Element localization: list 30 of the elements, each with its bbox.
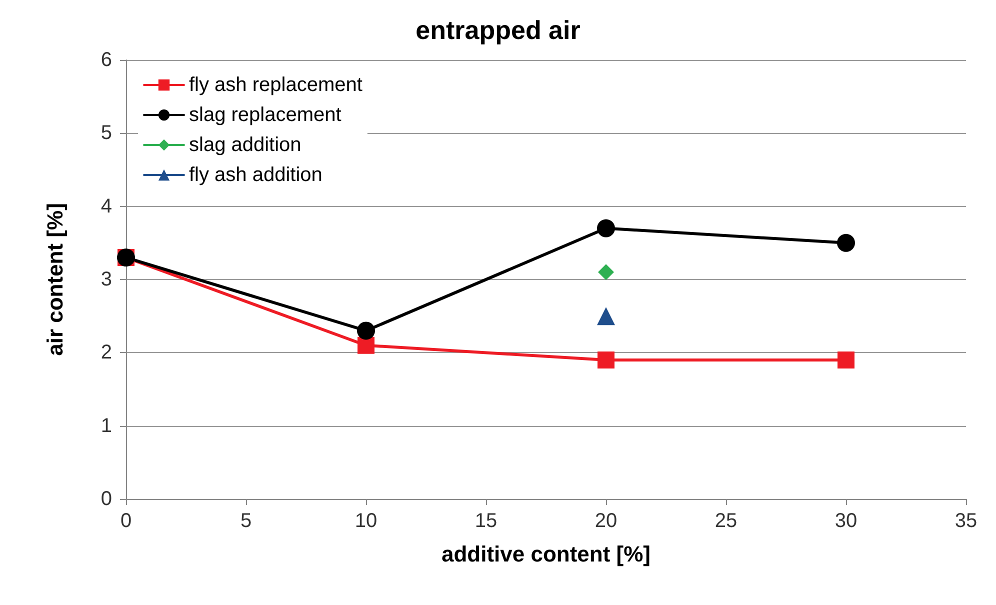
x-tick-label: 0 <box>120 510 132 532</box>
y-axis-title: air content [%] <box>42 203 68 356</box>
x-tick-label: 35 <box>954 510 978 532</box>
point <box>597 307 615 326</box>
chart-title: entrapped air <box>416 15 580 45</box>
y-tick-label: 0 <box>100 488 112 510</box>
legend-label: fly ash addition <box>189 164 322 186</box>
y-tick-label: 6 <box>100 49 112 71</box>
x-tick-label: 25 <box>714 510 738 532</box>
legend-label: slag replacement <box>189 104 342 126</box>
point <box>598 351 614 368</box>
legend-label: slag addition <box>189 134 302 156</box>
y-tick-label: 3 <box>100 268 112 290</box>
x-axis-title: additive content [%] <box>441 542 651 566</box>
y-tick-label: 2 <box>100 342 112 364</box>
x-tick-label: 5 <box>240 510 252 532</box>
point <box>598 264 614 280</box>
x-tick-label: 30 <box>834 510 858 532</box>
point <box>597 219 615 238</box>
y-tick-label: 4 <box>100 195 112 218</box>
x-tick-label: 10 <box>354 510 378 532</box>
point <box>837 234 855 252</box>
x-tick-label: 15 <box>474 510 498 532</box>
point <box>357 322 375 340</box>
y-tick-label: 5 <box>100 122 112 144</box>
point <box>358 336 374 354</box>
y-tick-label: 1 <box>100 414 112 437</box>
point <box>838 351 854 368</box>
x-tick-label: 20 <box>594 510 618 532</box>
legend-label: fly ash replacement <box>189 74 363 96</box>
